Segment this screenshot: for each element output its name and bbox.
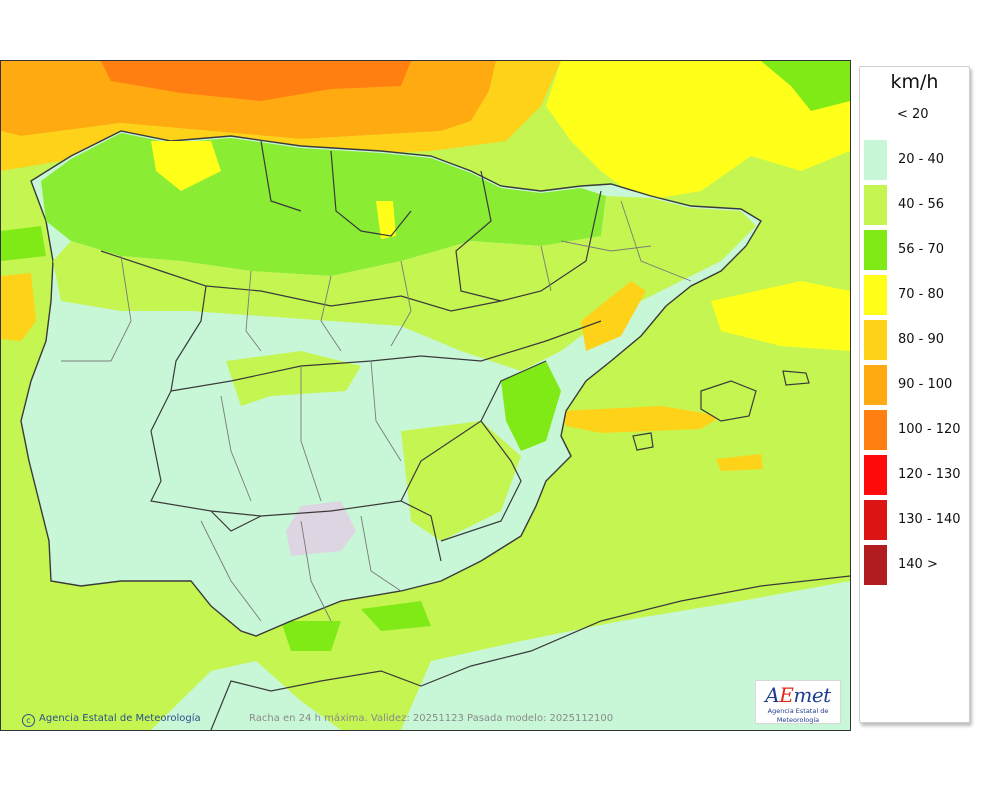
gust-70-80-zone-ne xyxy=(546,61,850,201)
legend-item: 90 - 100 xyxy=(864,365,969,405)
gust-56-70-zone-sw xyxy=(281,621,341,651)
aemet-logo-subtitle: Agencia Estatal de Meteorología xyxy=(767,707,829,724)
legend-swatch xyxy=(864,365,887,405)
legend-label: 20 - 40 xyxy=(898,152,945,167)
legend-swatch xyxy=(864,410,887,450)
legend-item: 40 - 56 xyxy=(864,185,969,225)
legend-swatch xyxy=(864,140,887,180)
legend-item: 120 - 130 xyxy=(864,455,969,495)
gust-70-80-zone-e xyxy=(711,281,850,351)
legend-label: 80 - 90 xyxy=(898,332,945,347)
region-borders xyxy=(100,140,602,562)
legend-label: < 20 xyxy=(897,107,929,122)
copyright-icon: c xyxy=(22,714,35,727)
legend-item: 80 - 90 xyxy=(864,320,969,360)
legend-panel: km/h < 20 20 - 40 40 - 56 56 - 70 70 - 80 80 … xyxy=(859,66,970,723)
legend-label: 90 - 100 xyxy=(898,377,953,392)
gust-20-40-zone-gulf-cadiz xyxy=(151,661,341,730)
legend-item: 20 - 40 xyxy=(864,140,969,180)
gust-56-70-zone-ne xyxy=(761,61,850,111)
legend-swatch xyxy=(864,230,887,270)
gust-40-56-zone-north xyxy=(53,196,756,371)
legend-item: < 20 xyxy=(864,95,969,135)
legend-label: 100 - 120 xyxy=(898,422,961,437)
north-africa-coast xyxy=(210,575,850,730)
legend-label: 56 - 70 xyxy=(898,242,945,257)
legend-item: 100 - 120 xyxy=(864,410,969,450)
legend-swatch xyxy=(864,185,887,225)
agency-credit-text: Agencia Estatal de Meteorología xyxy=(39,713,201,724)
gust-70-80-zone-iberian xyxy=(581,281,646,351)
gust-70-80-zone-basque xyxy=(376,201,396,239)
aemet-logo-word: AEmet xyxy=(765,683,831,707)
gust-40-56-zone-center xyxy=(226,351,361,406)
wind-gust-map[interactable] xyxy=(0,60,851,731)
gust-100-120-zone xyxy=(101,61,411,101)
gust-below20-zone xyxy=(286,501,356,556)
legend-item: 140 > xyxy=(864,545,969,585)
legend-label: 120 - 130 xyxy=(898,467,961,482)
menorca-island xyxy=(782,370,810,386)
gust-80-90-zone xyxy=(1,61,561,171)
legend-swatch xyxy=(864,545,887,585)
aemet-logo: AEmet Agencia Estatal de Meteorología xyxy=(755,680,841,724)
ibiza-island xyxy=(632,432,654,451)
legend-swatch xyxy=(864,500,887,540)
gust-80-90-zone-balearic xyxy=(561,406,721,433)
map-caption: Racha en 24 h máxima. Validez: 20251123 … xyxy=(249,713,614,724)
legend-swatch xyxy=(864,455,887,495)
legend-swatch xyxy=(864,275,887,315)
legend-label: 40 - 56 xyxy=(898,197,945,212)
gust-56-70-zone-s xyxy=(361,601,431,631)
legend-swatch xyxy=(864,320,887,360)
legend-label: 140 > xyxy=(898,557,938,572)
legend-item: 130 - 140 xyxy=(864,500,969,540)
legend-item: 56 - 70 xyxy=(864,230,969,270)
gust-40-56-zone-southeast xyxy=(401,421,521,541)
gust-56-70-zone-west-sea xyxy=(1,226,46,261)
province-borders xyxy=(61,200,692,622)
legend-label: 70 - 80 xyxy=(898,287,945,302)
gust-70-80-zone-cantabria xyxy=(151,141,221,191)
agency-credit: c Agencia Estatal de Meteorología xyxy=(22,713,201,727)
legend-unit: km/h xyxy=(890,71,939,93)
map-canvas xyxy=(1,61,850,730)
gust-56-70-zone-levante xyxy=(501,361,561,451)
legend-label: 130 - 140 xyxy=(898,512,961,527)
gust-80-90-zone-w xyxy=(1,273,36,341)
legend-item: 70 - 80 xyxy=(864,275,969,315)
gust-20-40-zone-med xyxy=(401,581,850,730)
mallorca-island xyxy=(700,380,757,422)
gust-80-90-zone-se xyxy=(716,454,763,471)
